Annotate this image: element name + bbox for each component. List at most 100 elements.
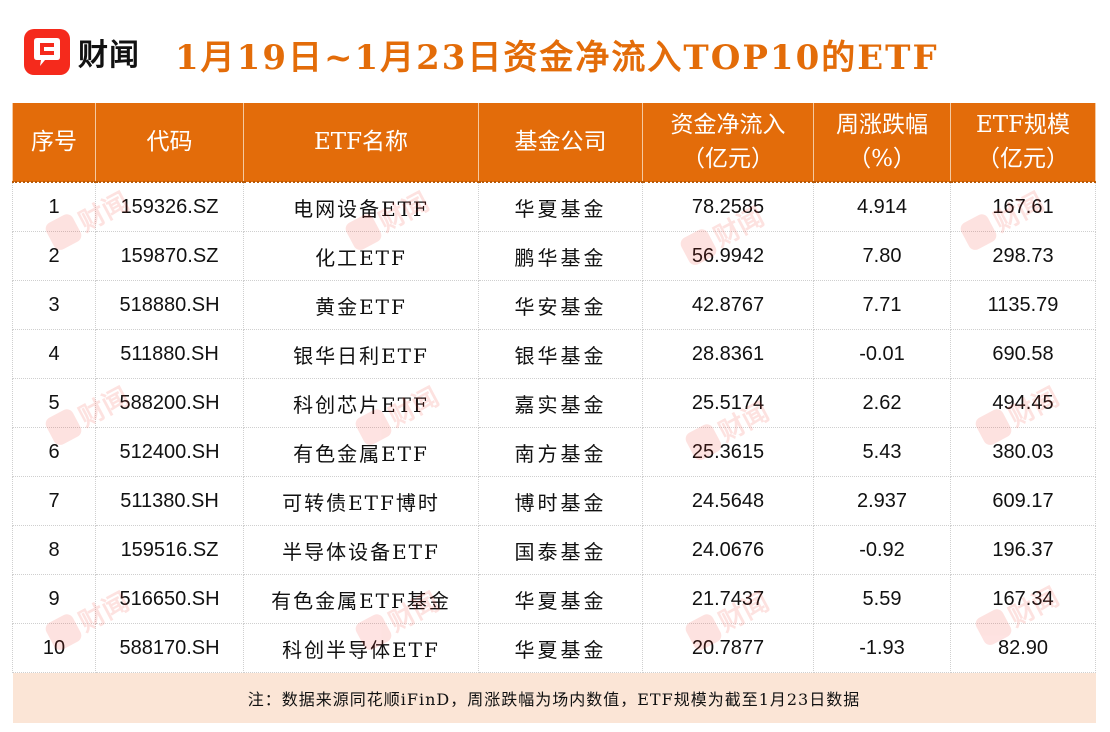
cell-name: 化工ETF [243,231,479,281]
cell-weekly-change: -0.01 [813,329,951,379]
cell-weekly-change: 7.71 [813,280,951,330]
cell-rank: 3 [12,280,96,330]
cell-rank: 1 [12,181,96,232]
etf-inflow-table: 序号 代码 ETF名称 基金公司 资金净流入 （亿元） 周涨跌幅 （%） ETF规模… [12,103,1096,723]
table-row: 7 511380.SH 可转债ETF博时 博时基金 24.5648 2.937 609.17 [12,476,1096,526]
cell-scale: 82.90 [950,623,1096,673]
header-weekly-change: 周涨跌幅 （%） [813,103,951,183]
cell-weekly-change: 2.62 [813,378,951,428]
header-net-inflow-title: 资金净流入 [670,112,786,138]
footnote: 注：数据来源同花顺iFinD，周涨跌幅为场内数值，ETF规模为截至1月23日数据 [12,672,1096,723]
cell-code: 511880.SH [95,329,244,379]
table-row: 3 518880.SH 黄金ETF 华安基金 42.8767 7.71 1135.79 [12,280,1096,330]
cell-rank: 5 [12,378,96,428]
cell-code: 512400.SH [95,427,244,477]
cell-name: 可转债ETF博时 [243,476,479,526]
cell-company: 华夏基金 [478,181,643,232]
table-row: 6 512400.SH 有色金属ETF 南方基金 25.3615 5.43 380.03 [12,427,1096,477]
cell-scale: 380.03 [950,427,1096,477]
cell-company: 南方基金 [478,427,643,477]
cell-name: 有色金属ETF [243,427,479,477]
cell-code: 588200.SH [95,378,244,428]
header-company: 基金公司 [478,103,643,183]
header-scale-title: ETF规模 [975,112,1071,138]
cell-name: 科创芯片ETF [243,378,479,428]
cell-scale: 167.34 [950,574,1096,624]
cell-weekly-change: 2.937 [813,476,951,526]
cell-scale: 167.61 [950,181,1096,232]
cell-code: 588170.SH [95,623,244,673]
footnote-row: 注：数据来源同花顺iFinD，周涨跌幅为场内数值，ETF规模为截至1月23日数据 [12,672,1096,723]
header-code: 代码 [95,103,244,183]
cell-name: 电网设备ETF [243,181,479,232]
cell-rank: 6 [12,427,96,477]
cell-net-inflow: 25.5174 [642,378,814,428]
cell-net-inflow: 25.3615 [642,427,814,477]
cell-rank: 10 [12,623,96,673]
brand-header: 财闻 [24,28,140,76]
cell-net-inflow: 28.8361 [642,329,814,379]
cell-scale: 494.45 [950,378,1096,428]
cell-company: 国泰基金 [478,525,643,575]
cell-rank: 4 [12,329,96,379]
cell-scale: 298.73 [950,231,1096,281]
cell-code: 516650.SH [95,574,244,624]
table-row: 5 588200.SH 科创芯片ETF 嘉实基金 25.5174 2.62 494.45 [12,378,1096,428]
table-row: 10 588170.SH 科创半导体ETF 华夏基金 20.7877 -1.93 82.90 [12,623,1096,673]
cell-rank: 9 [12,574,96,624]
header-scale-unit: （亿元） [977,146,1069,172]
cell-company: 博时基金 [478,476,643,526]
cell-scale: 1135.79 [950,280,1096,330]
page-title: 1月19日~1月23日资金净流入TOP10的ETF [175,38,939,78]
cell-name: 有色金属ETF基金 [243,574,479,624]
cell-weekly-change: -0.92 [813,525,951,575]
cell-rank: 8 [12,525,96,575]
cell-code: 159326.SZ [95,181,244,232]
cell-weekly-change: 4.914 [813,181,951,232]
cell-scale: 609.17 [950,476,1096,526]
header-weekly-change-title: 周涨跌幅 [836,112,928,138]
cell-name: 科创半导体ETF [243,623,479,673]
header-scale: ETF规模 （亿元） [950,103,1096,183]
cell-code: 159870.SZ [95,231,244,281]
cell-company: 华夏基金 [478,574,643,624]
cell-net-inflow: 78.2585 [642,181,814,232]
cell-net-inflow: 24.5648 [642,476,814,526]
etf-table-container: 序号 代码 ETF名称 基金公司 资金净流入 （亿元） 周涨跌幅 （%） ETF规模… [12,103,1096,723]
cell-net-inflow: 24.0676 [642,525,814,575]
cell-name: 半导体设备ETF [243,525,479,575]
brand-name: 财闻 [78,38,140,73]
cell-code: 518880.SH [95,280,244,330]
cell-weekly-change: -1.93 [813,623,951,673]
cell-name: 黄金ETF [243,280,479,330]
header-net-inflow-unit: （亿元） [682,146,774,172]
cell-rank: 7 [12,476,96,526]
cell-company: 华夏基金 [478,623,643,673]
cell-name: 银华日利ETF [243,329,479,379]
header-weekly-change-unit: （%） [848,146,916,172]
table-row: 8 159516.SZ 半导体设备ETF 国泰基金 24.0676 -0.92 196.37 [12,525,1096,575]
table-row: 4 511880.SH 银华日利ETF 银华基金 28.8361 -0.01 690.58 [12,329,1096,379]
table-row: 9 516650.SH 有色金属ETF基金 华夏基金 21.7437 5.59 167.34 [12,574,1096,624]
table-row: 1 159326.SZ 电网设备ETF 华夏基金 78.2585 4.914 167.61 [12,181,1096,232]
cell-weekly-change: 7.80 [813,231,951,281]
table-row: 2 159870.SZ 化工ETF 鹏华基金 56.9942 7.80 298.73 [12,231,1096,281]
header-rank: 序号 [12,103,96,183]
header-name: ETF名称 [243,103,479,183]
cell-company: 鹏华基金 [478,231,643,281]
header-net-inflow: 资金净流入 （亿元） [642,103,814,183]
cell-weekly-change: 5.43 [813,427,951,477]
cell-net-inflow: 20.7877 [642,623,814,673]
cell-net-inflow: 56.9942 [642,231,814,281]
cell-weekly-change: 5.59 [813,574,951,624]
cell-scale: 690.58 [950,329,1096,379]
cell-company: 华安基金 [478,280,643,330]
cell-code: 511380.SH [95,476,244,526]
cell-code: 159516.SZ [95,525,244,575]
table-header-row: 序号 代码 ETF名称 基金公司 资金净流入 （亿元） 周涨跌幅 （%） ETF规模… [12,103,1096,183]
cell-scale: 196.37 [950,525,1096,575]
cell-net-inflow: 42.8767 [642,280,814,330]
caiwen-logo-icon [24,29,70,75]
cell-company: 银华基金 [478,329,643,379]
cell-rank: 2 [12,231,96,281]
